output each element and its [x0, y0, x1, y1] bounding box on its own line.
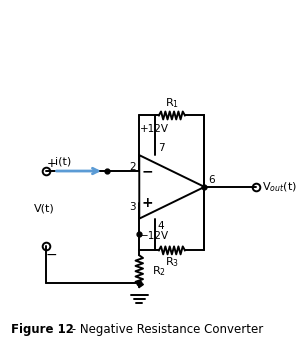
- Text: −12V: −12V: [140, 231, 169, 242]
- Text: R$_2$: R$_2$: [152, 264, 166, 278]
- Text: R$_1$: R$_1$: [165, 97, 179, 110]
- Text: +: +: [142, 196, 153, 210]
- Text: −: −: [142, 164, 153, 178]
- Text: −: −: [46, 247, 57, 261]
- Text: +12V: +12V: [140, 124, 169, 134]
- Text: 6: 6: [208, 175, 215, 185]
- Text: Figure 12: Figure 12: [11, 323, 74, 336]
- Text: 4: 4: [158, 221, 164, 230]
- Text: i(t): i(t): [55, 156, 71, 166]
- Text: 2: 2: [129, 162, 136, 172]
- Text: 3: 3: [129, 202, 136, 212]
- Text: 7: 7: [158, 143, 164, 153]
- Text: +: +: [47, 156, 57, 170]
- Text: V$_{out}$(t): V$_{out}$(t): [262, 180, 297, 194]
- Text: V(t): V(t): [34, 204, 55, 214]
- Text: - Negative Resistance Converter: - Negative Resistance Converter: [69, 323, 264, 336]
- Text: R$_3$: R$_3$: [165, 255, 179, 269]
